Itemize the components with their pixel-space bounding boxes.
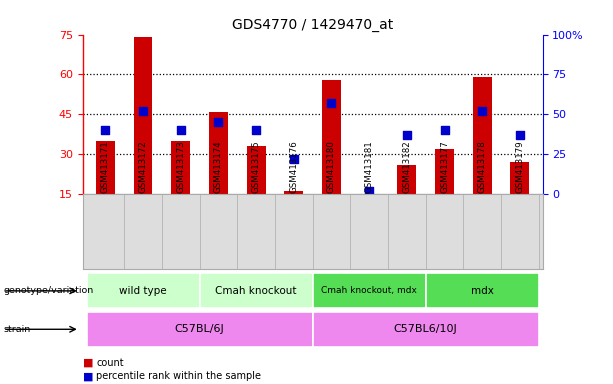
Bar [511, 162, 529, 194]
Text: ■: ■ [83, 358, 93, 368]
Bar [86, 273, 200, 308]
Bar [171, 141, 190, 194]
Point [101, 127, 110, 133]
Point [327, 100, 337, 106]
Text: genotype/variation: genotype/variation [3, 286, 93, 295]
Bar [322, 80, 341, 194]
Bar [435, 149, 454, 194]
Text: Cmah knockout: Cmah knockout [215, 286, 297, 296]
Point [478, 108, 487, 114]
Text: strain: strain [3, 325, 30, 334]
Text: C57BL/6J: C57BL/6J [175, 324, 224, 334]
Bar [86, 312, 313, 347]
Bar [425, 273, 539, 308]
Bar [284, 191, 303, 194]
Text: Cmah knockout, mdx: Cmah knockout, mdx [321, 286, 417, 295]
Point [364, 188, 374, 194]
Title: GDS4770 / 1429470_at: GDS4770 / 1429470_at [232, 18, 394, 32]
Point [289, 156, 299, 162]
Point [251, 127, 261, 133]
Point [138, 108, 148, 114]
Bar [209, 112, 228, 194]
Bar [313, 312, 539, 347]
Bar [96, 141, 115, 194]
Text: percentile rank within the sample: percentile rank within the sample [96, 371, 261, 381]
Bar [473, 77, 492, 194]
Text: count: count [96, 358, 124, 368]
Point [440, 127, 449, 133]
Text: wild type: wild type [120, 286, 167, 296]
Bar [397, 165, 416, 194]
Bar [134, 37, 153, 194]
Point [213, 119, 223, 125]
Point [176, 127, 186, 133]
Bar [200, 273, 313, 308]
Point [402, 132, 412, 138]
Point [515, 132, 525, 138]
Text: C57BL6/10J: C57BL6/10J [394, 324, 457, 334]
Bar [246, 146, 265, 194]
Text: ■: ■ [83, 371, 93, 381]
Text: mdx: mdx [471, 286, 493, 296]
Bar [313, 273, 425, 308]
